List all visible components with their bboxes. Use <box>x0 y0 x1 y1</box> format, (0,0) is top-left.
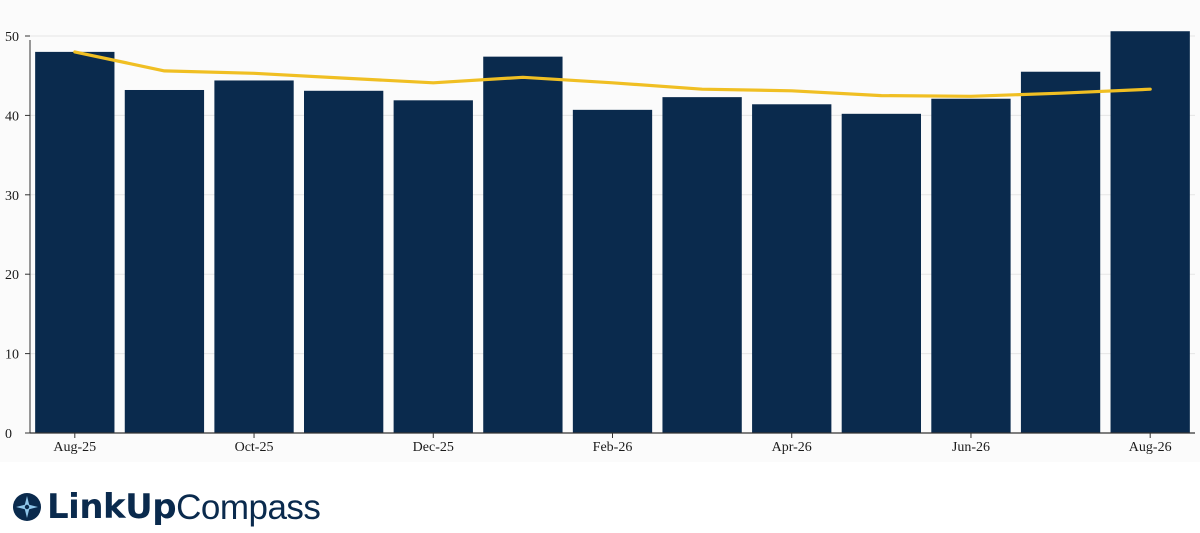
bar <box>1110 31 1190 434</box>
x-tick-labels: Aug-25 Oct-25 Dec-25 Feb-26 Apr-26 Jun-26 Aug-… <box>53 440 1171 455</box>
bar <box>572 109 653 433</box>
x-tick-label: Jun-26 <box>952 440 990 455</box>
y-tick-label: 50 <box>5 30 19 45</box>
brand-logo: LinkUp Compass <box>12 482 321 532</box>
y-tick-label: 20 <box>5 268 19 283</box>
x-tick-label: Apr-26 <box>772 440 812 455</box>
y-tick-label: 10 <box>5 348 19 363</box>
x-tick-label: Aug-25 <box>53 440 96 455</box>
bar <box>124 89 205 433</box>
y-tick-label: 0 <box>5 427 12 442</box>
chart-area: 0 10 20 30 40 50 Aug-25 Oct-25 Dec-25 Feb-26 Apr-… <box>5 30 1195 455</box>
bar <box>303 90 384 433</box>
x-tick-label: Aug-26 <box>1129 440 1172 455</box>
brand-name-light: Compass <box>176 487 321 527</box>
bar <box>214 80 294 434</box>
bar <box>483 56 563 433</box>
x-tick-label: Oct-25 <box>235 440 274 455</box>
axes <box>25 35 1195 438</box>
bar <box>393 100 473 434</box>
bar-line-chart: 0 10 20 30 40 50 Aug-25 Oct-25 Dec-25 Feb-26 Apr-… <box>5 30 1195 455</box>
brand-name-bold: LinkUp <box>47 487 177 527</box>
trend-line <box>73 50 1152 98</box>
trend-line-layer <box>73 50 1152 98</box>
bar <box>662 97 742 433</box>
y-tick-labels: 0 10 20 30 40 50 <box>5 30 19 442</box>
bar <box>752 104 832 433</box>
bar <box>1020 71 1101 433</box>
y-tick-label: 40 <box>5 109 19 124</box>
y-tick-label: 30 <box>5 189 19 204</box>
bar <box>841 113 922 433</box>
bars <box>35 31 1190 434</box>
x-tick-label: Feb-26 <box>593 440 633 455</box>
bar <box>35 51 115 433</box>
compass-star-icon <box>13 493 41 521</box>
x-tick-label: Dec-25 <box>413 440 454 455</box>
bar <box>931 98 1011 433</box>
